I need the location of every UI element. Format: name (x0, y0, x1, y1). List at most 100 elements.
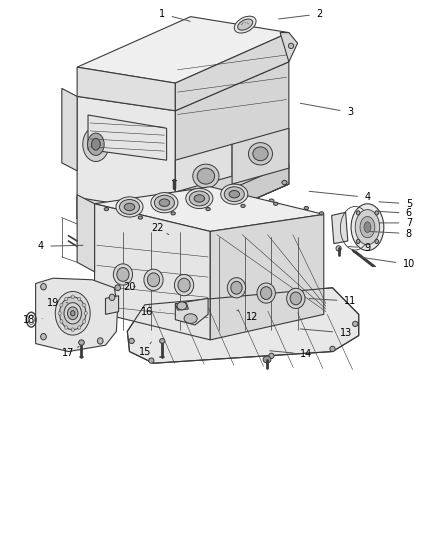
Ellipse shape (189, 191, 209, 206)
Polygon shape (106, 296, 119, 314)
Ellipse shape (71, 328, 74, 332)
Ellipse shape (186, 188, 213, 208)
Text: 6: 6 (379, 208, 412, 219)
Ellipse shape (330, 346, 335, 352)
Ellipse shape (206, 207, 210, 211)
Text: 3: 3 (300, 103, 353, 117)
Ellipse shape (83, 127, 109, 161)
Text: 13: 13 (300, 328, 352, 338)
Ellipse shape (65, 326, 68, 329)
Polygon shape (77, 197, 175, 233)
Text: 2: 2 (279, 9, 322, 19)
Ellipse shape (224, 187, 244, 201)
Polygon shape (210, 214, 324, 340)
Polygon shape (280, 33, 297, 62)
Ellipse shape (360, 216, 375, 238)
Ellipse shape (129, 338, 134, 344)
Ellipse shape (159, 338, 165, 343)
Ellipse shape (60, 303, 63, 307)
Ellipse shape (241, 204, 245, 207)
Ellipse shape (64, 303, 81, 324)
Ellipse shape (120, 199, 140, 214)
Ellipse shape (58, 311, 61, 315)
Ellipse shape (97, 338, 103, 344)
Ellipse shape (71, 311, 75, 316)
Ellipse shape (253, 147, 268, 161)
Ellipse shape (55, 292, 90, 335)
Ellipse shape (375, 239, 378, 244)
Ellipse shape (261, 287, 272, 300)
Polygon shape (62, 88, 77, 171)
Polygon shape (175, 298, 208, 325)
Ellipse shape (221, 216, 226, 221)
Ellipse shape (364, 222, 371, 232)
Ellipse shape (60, 320, 63, 324)
Polygon shape (88, 115, 166, 160)
Ellipse shape (154, 195, 174, 210)
Text: 17: 17 (62, 346, 79, 358)
Ellipse shape (263, 356, 271, 363)
Polygon shape (232, 128, 289, 184)
Ellipse shape (113, 264, 133, 285)
Ellipse shape (221, 184, 248, 204)
Text: 15: 15 (138, 342, 151, 357)
Ellipse shape (234, 16, 256, 33)
Ellipse shape (173, 231, 178, 236)
Ellipse shape (171, 212, 175, 215)
Ellipse shape (71, 295, 74, 298)
Ellipse shape (282, 180, 287, 184)
Ellipse shape (227, 278, 246, 298)
Ellipse shape (229, 190, 240, 198)
Ellipse shape (197, 168, 215, 184)
Text: 1: 1 (159, 9, 190, 21)
Text: 5: 5 (379, 199, 412, 209)
Ellipse shape (238, 19, 253, 30)
Polygon shape (175, 144, 232, 192)
Text: 8: 8 (370, 229, 412, 239)
Text: 20: 20 (124, 282, 136, 292)
Polygon shape (77, 17, 289, 83)
Ellipse shape (194, 195, 205, 202)
Text: 19: 19 (47, 297, 68, 308)
Ellipse shape (85, 214, 91, 219)
Polygon shape (175, 164, 289, 233)
Polygon shape (77, 195, 95, 272)
Ellipse shape (117, 268, 129, 281)
Text: 4: 4 (309, 191, 371, 203)
Ellipse shape (257, 283, 276, 303)
Text: 4: 4 (38, 241, 83, 251)
Ellipse shape (88, 133, 104, 156)
Ellipse shape (375, 211, 378, 215)
Text: 22: 22 (152, 223, 169, 235)
Ellipse shape (274, 202, 278, 205)
Ellipse shape (178, 278, 190, 292)
Ellipse shape (353, 321, 358, 327)
Text: 11: 11 (309, 296, 356, 306)
Ellipse shape (149, 358, 154, 364)
Ellipse shape (174, 274, 194, 296)
Ellipse shape (357, 211, 360, 215)
Ellipse shape (177, 302, 187, 310)
Ellipse shape (82, 303, 85, 307)
Text: 16: 16 (141, 306, 160, 317)
Ellipse shape (355, 209, 380, 245)
Ellipse shape (79, 340, 84, 345)
Ellipse shape (138, 216, 143, 219)
Ellipse shape (65, 297, 68, 301)
Ellipse shape (144, 269, 163, 290)
Ellipse shape (82, 320, 85, 324)
Ellipse shape (248, 143, 272, 165)
Ellipse shape (269, 199, 274, 203)
Polygon shape (175, 303, 188, 310)
Ellipse shape (357, 239, 360, 244)
Ellipse shape (193, 164, 219, 188)
Text: 18: 18 (23, 314, 42, 325)
Ellipse shape (84, 311, 87, 315)
Ellipse shape (41, 284, 46, 290)
Ellipse shape (304, 206, 308, 209)
Polygon shape (175, 33, 289, 111)
Polygon shape (95, 204, 210, 340)
Text: 10: 10 (361, 257, 415, 269)
Ellipse shape (109, 294, 115, 301)
Polygon shape (77, 67, 175, 111)
